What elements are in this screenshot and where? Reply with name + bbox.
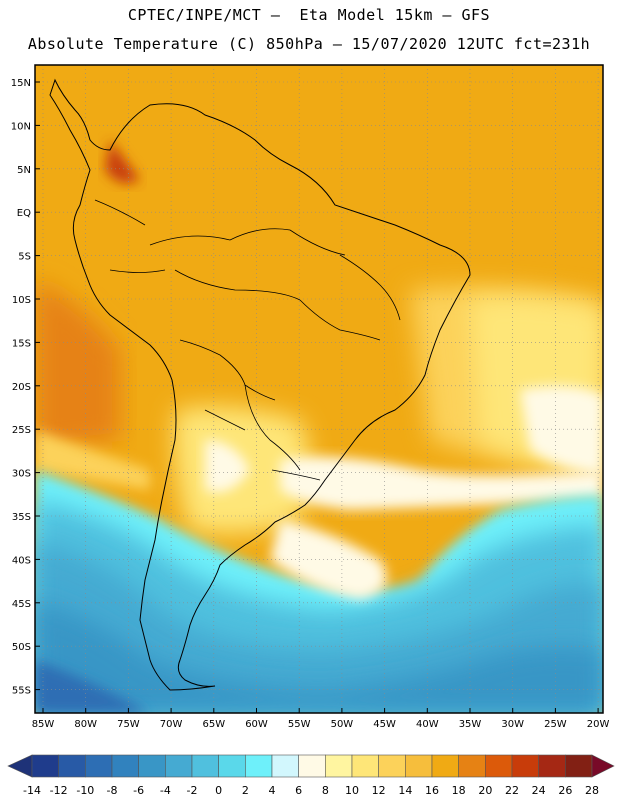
longitude-label: 80W (74, 719, 97, 730)
colorbar-label: -14 (23, 784, 41, 797)
colorbar-label: 10 (345, 784, 359, 797)
longitude-labels: 85W 80W 75W 70W 65W 60W 55W 50W 45W 40W 35W 30W 25W 2… (32, 708, 610, 730)
latitude-label: 30S (12, 469, 31, 480)
colorbar-swatch (405, 754, 433, 778)
colorbar-swatch (165, 754, 193, 778)
colorbar-label: -8 (107, 784, 118, 797)
colorbar-label: 12 (372, 784, 386, 797)
colorbar-swatch (378, 754, 406, 778)
colorbar-swatch (138, 754, 166, 778)
colorbar-swatch (218, 754, 246, 778)
colorbar-label: 16 (425, 784, 439, 797)
latitude-label: EQ (17, 208, 31, 219)
colorbar-swatch (565, 754, 593, 778)
colorbar-swatch (298, 754, 326, 778)
longitude-label: 75W (117, 719, 140, 730)
latitude-label: 25S (12, 425, 31, 436)
colorbar-swatch (485, 754, 513, 778)
colorbar (7, 754, 615, 778)
longitude-label: 85W (32, 719, 55, 730)
latitude-label: 20S (12, 382, 31, 393)
colorbar-label: -6 (133, 784, 144, 797)
longitude-label: 70W (160, 719, 183, 730)
colorbar-label: 0 (215, 784, 222, 797)
latitude-label: 5N (17, 165, 31, 176)
colorbar-label: 26 (558, 784, 572, 797)
colorbar-swatch (325, 754, 353, 778)
latitude-label: 15N (11, 78, 31, 89)
colorbar-swatch (111, 754, 139, 778)
longitude-label: 20W (587, 719, 610, 730)
colorbar-swatch (58, 754, 86, 778)
latitude-label: 40S (12, 555, 31, 566)
latitude-label: 35S (12, 512, 31, 523)
map-frame (34, 64, 604, 714)
longitude-label: 40W (416, 719, 439, 730)
latitude-label: 10S (12, 295, 31, 306)
latitude-label: 50S (12, 642, 31, 653)
latitude-label: 15S (12, 338, 31, 349)
map-subtitle: Absolute Temperature (C) 850hPa — 15/07/… (27, 35, 591, 53)
longitude-label: 55W (288, 719, 311, 730)
latitude-label: 45S (12, 599, 31, 610)
longitude-label: 25W (544, 719, 567, 730)
colorbar-labels: -14 -12 -10 -8 -6 -4 -2 0 2 4 6 8 10 12 14 16 18 20 22 24 26… (23, 784, 599, 797)
map-title: CPTEC/INPE/MCT — Eta Model 15km — GFS (127, 6, 491, 24)
temperature-field (35, 65, 603, 713)
colorbar-label: 6 (295, 784, 302, 797)
colorbar-label: 8 (322, 784, 329, 797)
colorbar-label: 4 (269, 784, 276, 797)
longitude-label: 50W (331, 719, 354, 730)
colorbar-swatch (191, 754, 219, 778)
latitude-labels: 15N 10N 5N EQ 5S 10S 15S 20S 25S 30S 35S 40S 45S 50S 5… (11, 78, 40, 697)
colorbar-swatch (85, 754, 113, 778)
colorbar-swatch (431, 754, 459, 778)
latitude-label: 10N (11, 121, 31, 132)
colorbar-label: 20 (478, 784, 492, 797)
south-america-coastline (49, 78, 471, 691)
longitude-label: 65W (202, 719, 225, 730)
colorbar-high-arrow (591, 754, 615, 778)
colorbar-swatch (245, 754, 273, 778)
colorbar-label: -12 (50, 784, 68, 797)
colorbar-label: 28 (585, 784, 599, 797)
country-borders (94, 199, 401, 481)
latitude-label: 55S (12, 686, 31, 697)
colorbar-low-arrow (7, 754, 33, 778)
colorbar-swatch (511, 754, 539, 778)
colorbar-label: 14 (398, 784, 412, 797)
colorbar-label: -10 (76, 784, 94, 797)
colorbar-swatch (351, 754, 379, 778)
longitude-label: 60W (245, 719, 268, 730)
colorbar-label: -4 (160, 784, 171, 797)
colorbar-label: 24 (532, 784, 546, 797)
latitude-label: 5S (18, 252, 31, 263)
longitude-label: 35W (459, 719, 482, 730)
colorbar-swatch (458, 754, 486, 778)
longitude-label: 30W (501, 719, 524, 730)
colorbar-label: 18 (452, 784, 466, 797)
longitude-label: 45W (373, 719, 396, 730)
colorbar-swatch (31, 754, 59, 778)
colorbar-swatch (538, 754, 566, 778)
colorbar-swatch (271, 754, 299, 778)
colorbar-label: 22 (505, 784, 519, 797)
colorbar-label: -2 (187, 784, 198, 797)
colorbar-label: 2 (242, 784, 249, 797)
